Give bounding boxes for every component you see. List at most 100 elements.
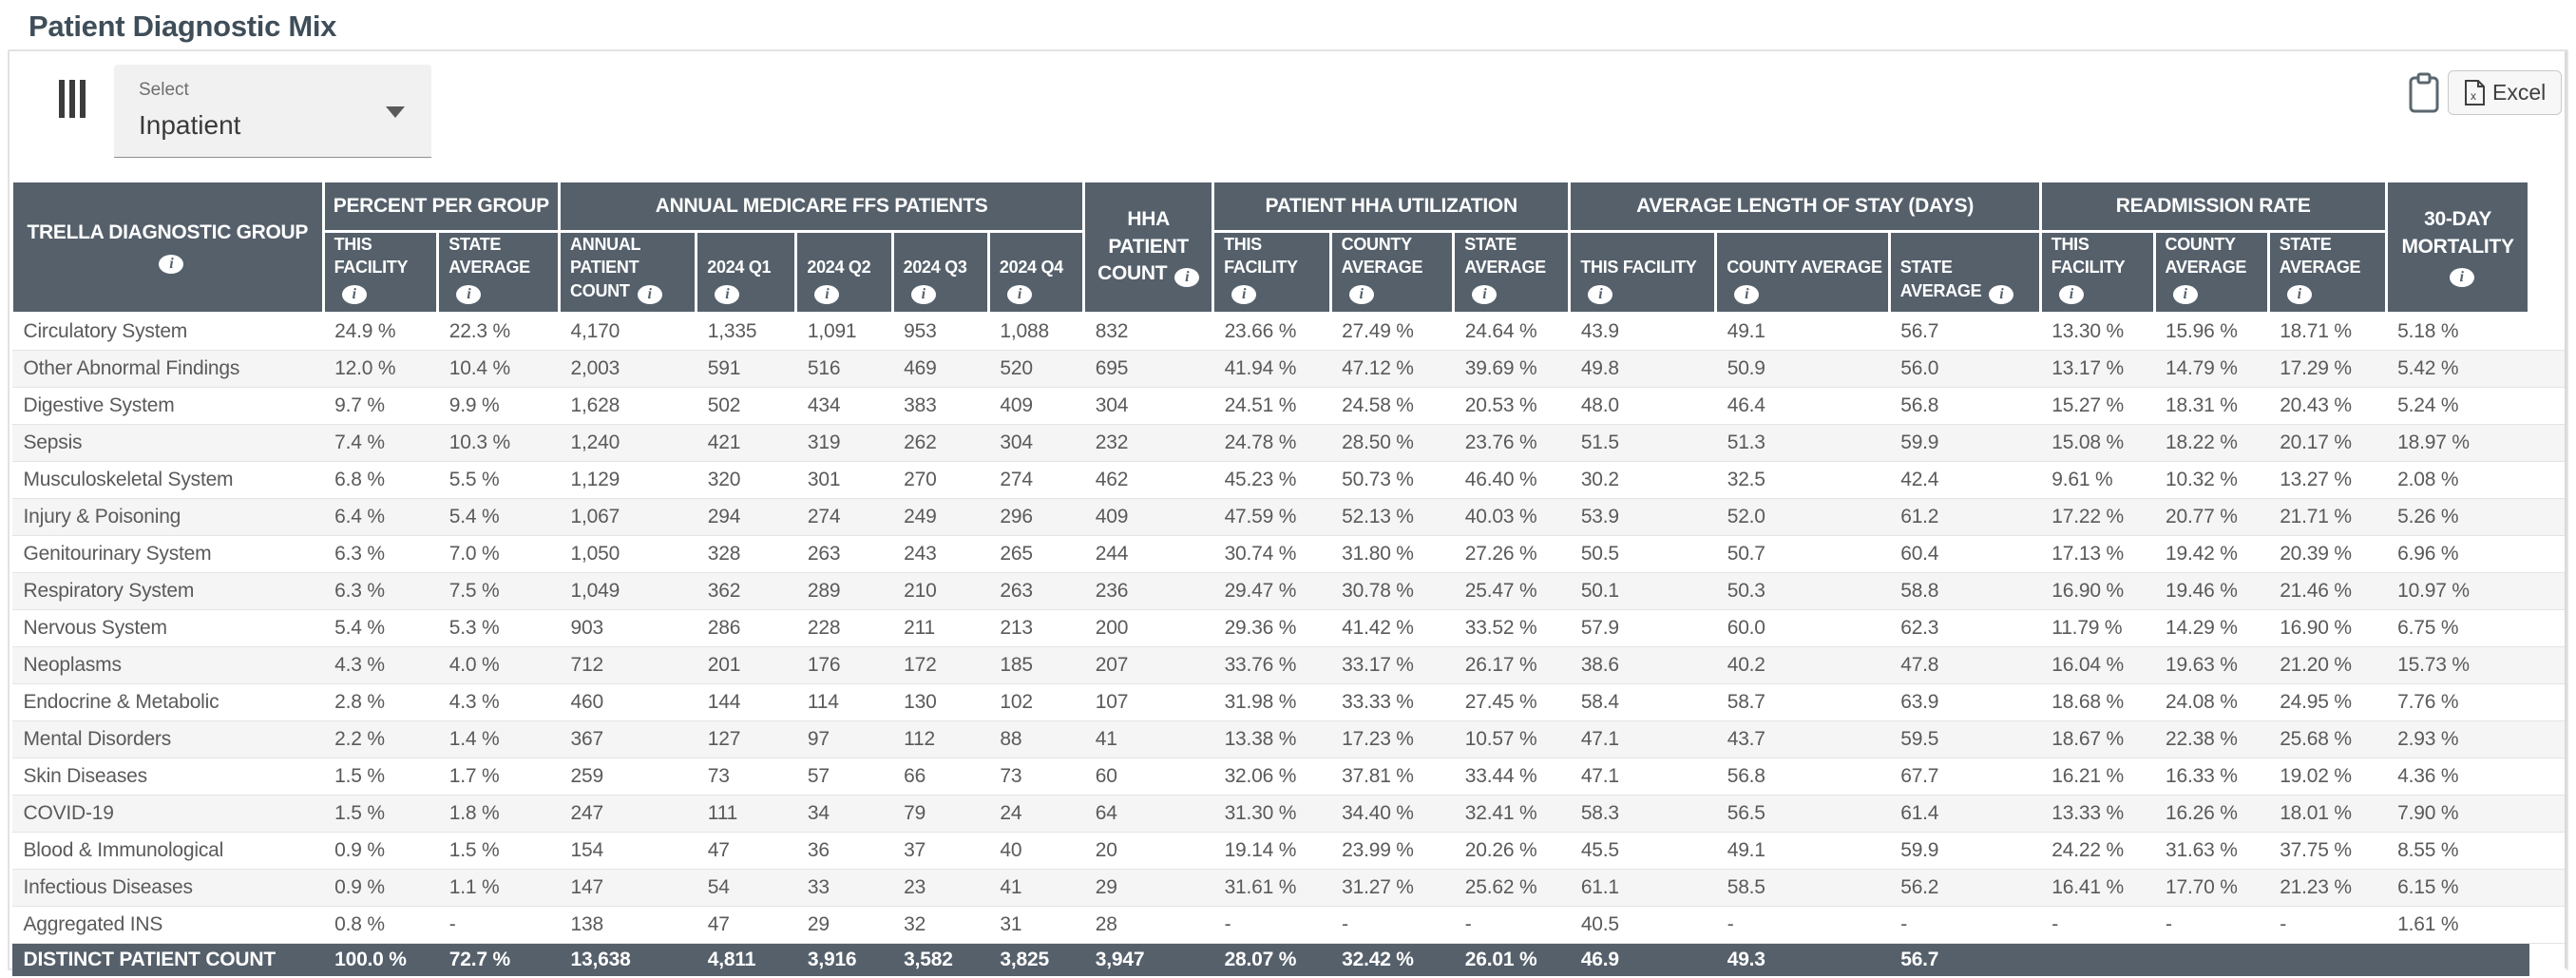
value-cell: 1.8 %	[437, 795, 560, 833]
info-icon[interactable]: i	[2449, 267, 2474, 287]
select-value: Inpatient	[139, 110, 241, 140]
value-cell: 228	[795, 609, 893, 647]
value-cell: -	[437, 906, 560, 944]
row-spacer	[2528, 757, 2566, 796]
page-title: Patient Diagnostic Mix	[29, 10, 337, 43]
table-row: Genitourinary System 6.3 % 7.0 % 1,050 328 26…	[11, 535, 2566, 573]
value-cell: 17.23 %	[1330, 720, 1454, 758]
row-spacer	[2528, 646, 2566, 684]
diagnostic-group-cell: Digestive System	[11, 387, 324, 425]
summary-value: 3,825	[988, 943, 1084, 977]
value-cell: 6.75 %	[2386, 609, 2529, 647]
value-cell: 31.30 %	[1212, 795, 1331, 833]
value-cell: 16.90 %	[2040, 572, 2155, 610]
export-excel-button[interactable]: x Excel	[2448, 70, 2563, 115]
value-cell: 60.0	[1715, 609, 1890, 647]
value-cell: 29	[1083, 869, 1213, 907]
value-cell: 903	[559, 609, 696, 647]
value-cell: 40.2	[1715, 646, 1890, 684]
value-cell: 16.04 %	[2040, 646, 2155, 684]
value-cell: 502	[696, 387, 796, 425]
value-cell: 172	[892, 646, 989, 684]
info-icon[interactable]: i	[1472, 284, 1498, 304]
column-header: COUNTY AVERAGE i	[1714, 230, 1891, 315]
value-cell: 56.0	[1889, 350, 2041, 388]
column-header-label: 2024 Q2	[807, 258, 871, 278]
info-icon[interactable]: i	[1348, 284, 1374, 304]
value-cell: 32	[892, 906, 989, 944]
value-cell: 52.0	[1715, 498, 1890, 536]
value-cell: 114	[795, 683, 893, 721]
summary-value: 26.01 %	[1453, 943, 1570, 977]
info-icon[interactable]: i	[1174, 267, 1200, 287]
value-cell: 20	[1083, 832, 1213, 870]
column-header-label: ANNUAL PATIENT COUNT	[570, 235, 640, 300]
value-cell: 24.58 %	[1330, 387, 1454, 425]
row-spacer	[2528, 832, 2566, 870]
diagnostic-group-cell: COVID-19	[11, 795, 324, 833]
value-cell: 56.7	[1889, 313, 2041, 351]
column-header: 30-DAY MORTALITY i	[2384, 180, 2531, 315]
value-cell: 18.97 %	[2386, 424, 2529, 462]
value-cell: 18.68 %	[2040, 683, 2155, 721]
value-cell: 6.96 %	[2386, 535, 2529, 573]
value-cell: 56.8	[1715, 757, 1890, 796]
value-cell: 1,129	[559, 461, 696, 499]
value-cell: 45.5	[1569, 832, 1716, 870]
info-icon[interactable]: i	[910, 284, 936, 304]
value-cell: 46.40 %	[1453, 461, 1570, 499]
info-icon[interactable]: i	[2172, 284, 2198, 304]
diagnostic-group-cell: Musculoskeletal System	[11, 461, 324, 499]
info-icon[interactable]: i	[1006, 284, 1032, 304]
diagnostic-group-cell: Infectious Diseases	[11, 869, 324, 907]
value-cell: 138	[559, 906, 696, 944]
header-spacer	[2528, 181, 2566, 314]
value-cell: 21.71 %	[2268, 498, 2387, 536]
info-icon[interactable]: i	[159, 254, 184, 274]
value-cell: -	[1453, 906, 1570, 944]
info-icon[interactable]: i	[1989, 284, 2014, 304]
value-cell: 49.8	[1569, 350, 1716, 388]
value-cell: 37	[892, 832, 989, 870]
value-cell: 33.76 %	[1212, 646, 1331, 684]
value-cell: 232	[1083, 424, 1213, 462]
value-cell: 27.45 %	[1453, 683, 1570, 721]
grip-vertical-icon[interactable]	[59, 80, 91, 118]
diagnostic-group-cell: Mental Disorders	[11, 720, 324, 758]
value-cell: 469	[892, 350, 989, 388]
info-icon[interactable]: i	[1734, 284, 1760, 304]
value-cell: 462	[1083, 461, 1213, 499]
value-cell: 6.4 %	[323, 498, 438, 536]
patient-type-select[interactable]: Select Inpatient	[114, 65, 431, 158]
info-icon[interactable]: i	[1588, 284, 1613, 304]
info-icon[interactable]: i	[456, 284, 482, 304]
info-icon[interactable]: i	[341, 284, 367, 304]
value-cell: 57.9	[1569, 609, 1716, 647]
value-cell: 18.22 %	[2154, 424, 2269, 462]
value-cell: 102	[988, 683, 1084, 721]
summary-value: 100.0 %	[323, 943, 438, 977]
svg-text:x: x	[2471, 89, 2476, 103]
value-cell: 832	[1083, 313, 1213, 351]
column-header: STATE AVERAGE i	[2266, 230, 2388, 315]
info-icon[interactable]: i	[715, 284, 740, 304]
value-cell: 33.17 %	[1330, 646, 1454, 684]
info-icon[interactable]: i	[2058, 284, 2084, 304]
info-icon[interactable]: i	[2286, 284, 2312, 304]
value-cell: 320	[696, 461, 796, 499]
table-row: Other Abnormal Findings 12.0 % 10.4 % 2,003…	[11, 350, 2566, 388]
value-cell: 7.0 %	[437, 535, 560, 573]
table-row: Infectious Diseases 0.9 % 1.1 % 147 54 33 23 41…	[11, 869, 2566, 907]
value-cell: 17.29 %	[2268, 350, 2387, 388]
value-cell: 20.39 %	[2268, 535, 2387, 573]
value-cell: 16.90 %	[2268, 609, 2387, 647]
column-header-label: COUNTY AVERAGE	[1341, 235, 1423, 278]
info-icon[interactable]: i	[1231, 284, 1257, 304]
value-cell: 66	[892, 757, 989, 796]
info-icon[interactable]: i	[814, 284, 840, 304]
value-cell: 27.26 %	[1453, 535, 1570, 573]
info-icon[interactable]: i	[637, 284, 662, 304]
value-cell: 111	[696, 795, 796, 833]
clipboard-icon[interactable]	[2408, 72, 2440, 114]
value-cell: 144	[696, 683, 796, 721]
